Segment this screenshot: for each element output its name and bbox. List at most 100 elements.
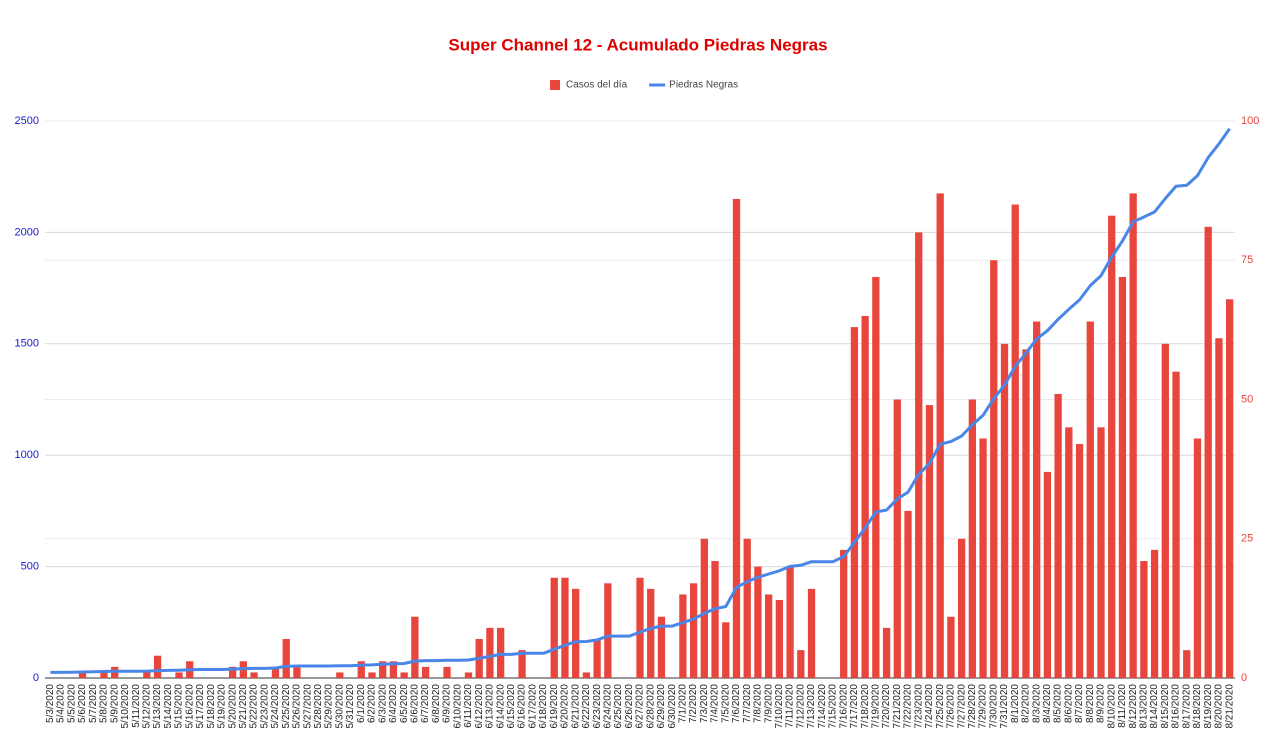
x-tick-label: 7/10/2020: [774, 684, 785, 729]
bar: [282, 639, 290, 678]
x-tick-label: 5/26/2020: [292, 684, 303, 729]
x-tick-label: 5/27/2020: [302, 684, 313, 729]
x-tick-label: 5/8/2020: [99, 684, 110, 723]
x-tick-label: 8/2/2020: [1021, 684, 1032, 723]
bar: [722, 622, 730, 678]
line: [50, 127, 1231, 674]
x-tick-label: 5/15/2020: [174, 684, 185, 729]
x-tick-label: 5/14/2020: [163, 684, 174, 729]
x-tick-label: 7/26/2020: [946, 684, 957, 729]
x-tick-label: 6/29/2020: [656, 684, 667, 729]
bar: [968, 399, 976, 678]
x-tick-label: 5/6/2020: [77, 684, 88, 723]
bar: [593, 639, 601, 678]
legend-label: Piedras Negras: [669, 80, 738, 91]
bar: [1033, 321, 1041, 678]
bar: [153, 655, 162, 678]
x-tick-label: 8/13/2020: [1139, 684, 1150, 729]
bar: [550, 577, 558, 678]
x-tick-label: 8/3/2020: [1031, 684, 1042, 723]
bar: [775, 600, 784, 678]
x-tick-label: 6/4/2020: [388, 684, 399, 723]
bar: [379, 661, 387, 678]
x-tick-label: 5/16/2020: [184, 684, 195, 729]
x-tick-label: 6/27/2020: [635, 684, 646, 729]
x-tick-label: 6/24/2020: [602, 684, 613, 729]
x-tick-label: 6/11/2020: [463, 684, 474, 728]
x-tick-label: 6/18/2020: [538, 684, 549, 729]
x-tick-label: 6/12/2020: [474, 684, 485, 729]
bar: [797, 650, 805, 678]
x-tick-label: 8/18/2020: [1192, 684, 1203, 729]
bar: [411, 616, 419, 678]
x-tick-label: 8/11/2020: [1117, 684, 1128, 728]
x-tick-label: 7/1/2020: [678, 684, 689, 723]
x-tick-label: 5/23/2020: [259, 684, 270, 729]
x-tick-label: 7/19/2020: [870, 684, 881, 729]
x-tick-label: 7/18/2020: [860, 684, 871, 729]
x-tick-label: 8/8/2020: [1085, 684, 1096, 723]
x-tick-label: 5/9/2020: [109, 684, 120, 723]
bar: [228, 666, 237, 678]
x-tick-label: 6/26/2020: [624, 684, 635, 729]
bar: [689, 583, 698, 678]
y2-tick-label: 75: [1241, 254, 1253, 266]
x-tick-label: 7/31/2020: [999, 684, 1010, 729]
x-tick-label: 6/23/2020: [592, 684, 603, 729]
x-tick-label: 7/15/2020: [828, 684, 839, 729]
x-tick-label: 8/12/2020: [1128, 684, 1139, 729]
x-tick-label: 8/14/2020: [1149, 684, 1160, 729]
x-tick-label: 5/13/2020: [152, 684, 163, 729]
x-tick-label: 8/20/2020: [1214, 684, 1225, 729]
bar: [765, 594, 773, 678]
x-tick-label: 7/3/2020: [699, 684, 710, 723]
bar: [636, 577, 644, 678]
x-tick-label: 7/14/2020: [817, 684, 828, 729]
bar: [1118, 276, 1127, 678]
x-tick-label: 6/20/2020: [560, 684, 571, 729]
chart-title: Super Channel 12 - Acumulado Piedras Neg…: [448, 35, 827, 54]
bar: [872, 276, 880, 678]
x-tick-label: 6/14/2020: [495, 684, 506, 729]
y-tick-label: 0: [33, 672, 39, 684]
x-tick-label: 6/25/2020: [613, 684, 624, 729]
bar: [807, 588, 816, 678]
bar: [100, 672, 108, 678]
bar: [861, 315, 869, 678]
x-tick-label: 8/15/2020: [1160, 684, 1171, 729]
x-tick-label: 5/3/2020: [45, 684, 56, 723]
bar: [486, 627, 494, 678]
x-tick-label: 5/25/2020: [281, 684, 292, 729]
y2-tick-label: 100: [1241, 115, 1259, 127]
bar: [271, 666, 280, 678]
bar: [250, 672, 258, 678]
bar: [700, 538, 708, 678]
x-tick-label: 7/24/2020: [924, 684, 935, 729]
bar: [175, 672, 183, 678]
bar: [1011, 204, 1019, 679]
x-tick-label: 5/17/2020: [195, 684, 206, 729]
bar: [732, 198, 741, 679]
bar: [1022, 349, 1030, 678]
x-tick-label: 5/12/2020: [141, 684, 152, 729]
x-tick-label: 8/6/2020: [1063, 684, 1074, 723]
bar: [400, 672, 408, 678]
x-tick-label: 7/5/2020: [720, 684, 731, 723]
bar: [143, 672, 151, 678]
bar: [904, 510, 912, 678]
bar: [1193, 438, 1202, 678]
x-tick-label: 6/10/2020: [452, 684, 463, 729]
bar: [915, 232, 923, 678]
x-tick-label: 7/29/2020: [978, 684, 989, 729]
x-tick-label: 6/7/2020: [420, 684, 431, 723]
bar: [1183, 650, 1191, 678]
bar: [1161, 343, 1169, 678]
legend-label: Casos del día: [566, 80, 628, 91]
x-tick-label: 6/9/2020: [442, 684, 453, 723]
bar: [979, 438, 987, 678]
bar: [604, 583, 612, 678]
x-tick-label: 7/7/2020: [742, 684, 753, 723]
bar: [1129, 193, 1137, 678]
bar: [368, 672, 376, 678]
